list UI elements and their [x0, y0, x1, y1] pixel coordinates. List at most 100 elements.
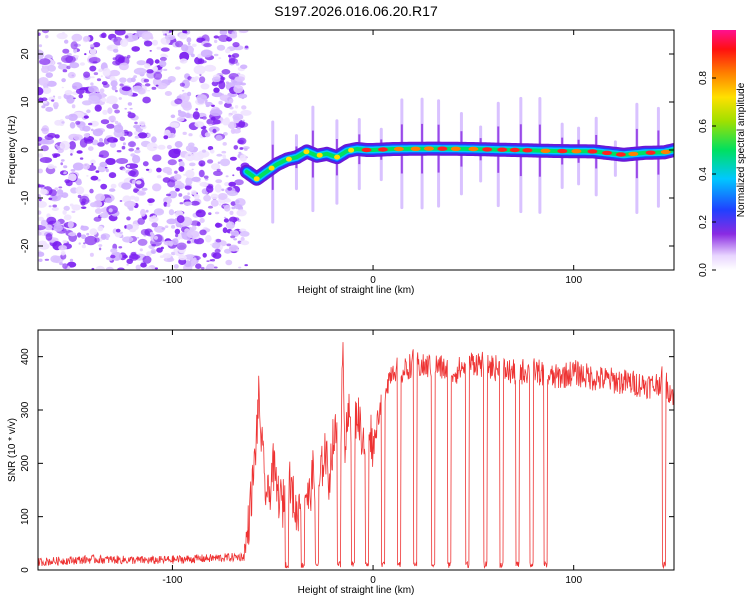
noise-blob	[240, 236, 245, 242]
noise-blob	[53, 102, 59, 106]
track-peak	[450, 146, 461, 151]
noise-blob	[86, 175, 89, 177]
noise-blob	[109, 188, 116, 192]
noise-blob	[175, 66, 181, 70]
noise-blob	[232, 174, 235, 177]
track-peak	[437, 146, 448, 151]
noise-blob	[79, 157, 84, 160]
noise-blob	[203, 64, 217, 72]
noise-blob	[75, 88, 85, 95]
noise-blob	[61, 192, 69, 199]
noise-blob	[174, 170, 178, 174]
noise-blob	[230, 93, 235, 97]
noise-blob	[215, 134, 223, 141]
noise-blob	[205, 265, 214, 270]
noise-blob	[124, 200, 136, 208]
snr-x-label: Height of straight line (km)	[298, 585, 415, 596]
noise-blob	[62, 69, 68, 73]
noise-blob	[38, 251, 45, 257]
noise-blob	[64, 89, 73, 96]
spectrogram-y-ticks: -20 -10 0 10 20	[20, 48, 674, 253]
noise-blob	[67, 220, 74, 229]
noise-blob	[48, 197, 53, 201]
noise-blob	[128, 148, 135, 152]
noise-blob	[199, 116, 204, 119]
noise-blob	[228, 114, 232, 117]
noise-blob	[38, 194, 41, 199]
noise-blob	[215, 238, 222, 243]
noise-blob	[75, 186, 85, 195]
noise-blob	[127, 112, 136, 119]
noise-blob	[215, 179, 223, 184]
noise-blob	[188, 133, 193, 137]
noise-blob	[135, 180, 142, 185]
noise-blob	[63, 171, 68, 174]
noise-blob	[210, 193, 219, 200]
noise-blob	[223, 132, 228, 136]
noise-blob	[46, 80, 57, 87]
noise-blob	[38, 198, 42, 202]
noise-blob	[83, 35, 91, 42]
noise-blob	[152, 77, 162, 87]
noise-blob	[122, 142, 126, 146]
noise-blob	[47, 164, 55, 170]
noise-blob	[126, 216, 131, 221]
noise-blob	[151, 136, 157, 143]
noise-blob	[137, 217, 145, 225]
noise-blob	[193, 65, 206, 75]
noise-blob	[100, 119, 110, 125]
noise-blob	[151, 243, 156, 247]
noise-blob	[88, 146, 94, 152]
noise-blob	[239, 147, 244, 150]
noise-blob	[215, 222, 221, 228]
noise-blob	[244, 45, 249, 49]
noise-blob	[152, 183, 162, 192]
noise-blob	[38, 231, 42, 236]
y-tick-label: 100	[20, 508, 31, 525]
noise-blob	[57, 63, 68, 70]
noise-blob	[63, 214, 72, 221]
noise-blob	[191, 225, 197, 231]
noise-blob	[191, 176, 201, 182]
noise-blob	[226, 36, 233, 42]
noise-blob	[101, 81, 108, 86]
track-peak	[602, 150, 612, 156]
noise-blob	[105, 158, 116, 165]
colorbar-label: Normalized spectral amplitude	[736, 82, 747, 217]
noise-blob	[182, 195, 191, 200]
noise-blob	[211, 163, 221, 171]
noise-blob	[51, 207, 59, 211]
noise-blob	[190, 53, 195, 58]
noise-blob	[61, 78, 66, 83]
noise-blob	[179, 82, 185, 87]
noise-blob	[95, 265, 106, 270]
noise-blob	[154, 267, 158, 270]
noise-blob	[86, 109, 91, 114]
noise-blob	[121, 145, 126, 150]
noise-blob	[38, 258, 43, 262]
x-tick-label: -100	[162, 575, 182, 586]
noise-blob	[79, 62, 85, 66]
noise-blob	[211, 258, 216, 262]
noise-blob	[239, 154, 247, 162]
noise-blob	[225, 259, 233, 266]
noise-blob	[171, 251, 176, 256]
noise-blob	[185, 176, 193, 186]
noise-blob	[163, 198, 168, 201]
noise-blob	[126, 131, 133, 137]
noise-blob	[56, 32, 68, 40]
noise-blob	[117, 267, 125, 270]
noise-blob	[226, 197, 230, 200]
noise-region	[38, 30, 252, 270]
noise-blob	[240, 109, 252, 116]
noise-blob	[224, 102, 232, 108]
noise-blob	[104, 166, 108, 169]
noise-blob	[38, 97, 44, 103]
noise-blob	[62, 263, 68, 269]
noise-blob	[99, 161, 108, 168]
noise-blob	[101, 97, 107, 103]
noise-blob	[118, 97, 123, 100]
noise-blob	[45, 36, 48, 39]
noise-blob	[218, 57, 222, 59]
